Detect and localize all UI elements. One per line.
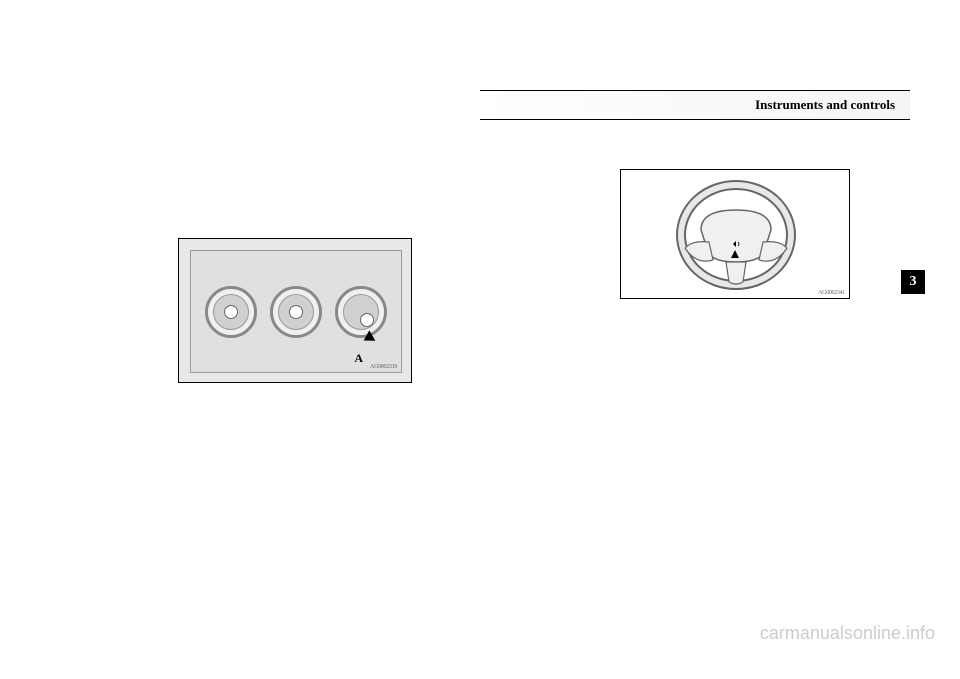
callout-label-a: A <box>354 351 363 366</box>
dial-3-knob <box>360 313 374 327</box>
chapter-number: 3 <box>910 274 917 290</box>
dial-1-knob <box>224 305 238 319</box>
watermark: carmanualsonline.info <box>760 623 935 644</box>
chapter-tab: 3 <box>901 270 925 294</box>
dial-2 <box>270 286 322 338</box>
figure-steering-wheel: AG0002341 <box>620 169 850 299</box>
header-title: Instruments and controls <box>755 97 895 113</box>
dial-1 <box>205 286 257 338</box>
page-header: Instruments and controls <box>480 90 910 120</box>
horn-icon <box>728 240 742 250</box>
figure-code-right: AG0002341 <box>818 290 845 296</box>
dial-2-knob <box>289 305 303 319</box>
figure-dials-inner: A AG0002319 <box>190 250 402 373</box>
figure-code-left: AG0002319 <box>370 364 397 370</box>
figure-steering-inner: AG0002341 <box>621 170 849 298</box>
horn-arrow-icon <box>731 250 739 258</box>
steering-wheel-svg <box>621 170 851 300</box>
dial-3 <box>335 286 387 338</box>
figure-dials: A AG0002319 <box>178 238 412 383</box>
